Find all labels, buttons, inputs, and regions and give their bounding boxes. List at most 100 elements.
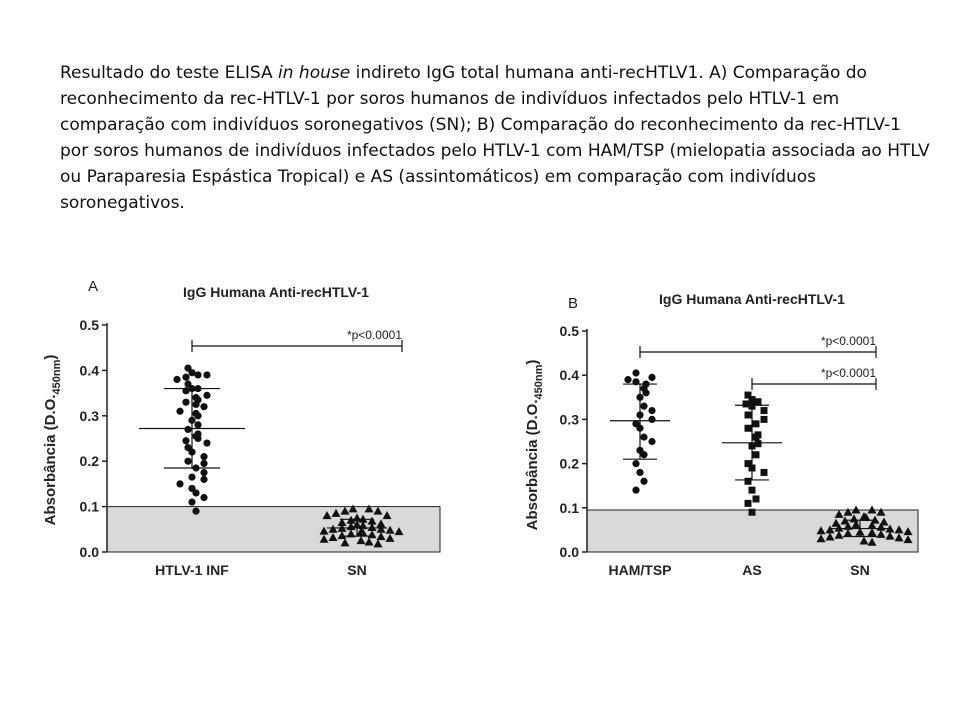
data-point [203, 439, 211, 447]
data-point [754, 440, 762, 448]
data-point [184, 457, 192, 465]
data-point [859, 536, 869, 545]
data-point [744, 424, 752, 432]
data-point [346, 529, 356, 538]
data-point [337, 517, 347, 526]
data-point [367, 522, 377, 531]
data-point [748, 508, 756, 516]
data-point [194, 421, 202, 429]
panel-letter: B [568, 295, 578, 312]
data-point [752, 451, 760, 459]
data-point [192, 400, 200, 409]
data-point [182, 373, 190, 381]
data-point [834, 523, 844, 532]
data-point [376, 519, 386, 528]
data-point [194, 371, 202, 379]
data-point [876, 529, 886, 538]
data-point [203, 391, 211, 399]
data-point [843, 521, 853, 530]
y-tick-label: 0.1 [80, 499, 100, 515]
data-point [319, 526, 329, 535]
data-point [867, 528, 877, 537]
data-point [200, 493, 208, 502]
data-point [744, 477, 752, 485]
data-point [640, 402, 648, 410]
significance-bracket: *p<0.0001 [639, 334, 877, 358]
data-point [843, 528, 853, 537]
y-tick-label: 0.0 [80, 544, 100, 560]
y-axis-label-subscript: 450nm [51, 359, 63, 394]
data-point [328, 524, 338, 533]
y-axis-label-close: ) [42, 355, 59, 360]
data-point [200, 403, 208, 411]
chart-panel-a: 0.0 0.1 0.2 0.3 0.4 0.5 Absorbância (D.O.450nm… [42, 278, 441, 578]
data-point [825, 525, 835, 534]
data-point [876, 507, 886, 516]
series-htlv-1-inf [139, 364, 245, 515]
data-point [752, 420, 760, 428]
data-point [744, 391, 752, 399]
data-point [340, 538, 350, 547]
data-point [192, 489, 200, 497]
data-point [200, 475, 208, 483]
data-point [358, 528, 368, 537]
y-axis-label: Absorbância (D.O.450nm) [42, 355, 63, 526]
y-axis-label-main: Absorbância (D.O. [524, 400, 541, 531]
data-point [356, 536, 366, 545]
data-point [642, 389, 650, 397]
y-tick-label: 0.3 [560, 411, 580, 427]
data-point [358, 521, 368, 530]
y-tick-label: 0.1 [560, 500, 580, 516]
caption-text-rest: indireto IgG total humana anti-recHTLV1.… [60, 63, 930, 213]
data-point [376, 532, 386, 541]
data-point [364, 537, 374, 546]
data-point [894, 525, 904, 534]
panel-letter: A [88, 278, 98, 295]
significance-bracket: *p<0.0001 [751, 366, 877, 390]
data-point [760, 415, 768, 423]
data-point [636, 468, 644, 477]
cutoff-band [106, 506, 441, 553]
data-point [867, 520, 877, 529]
series-as [722, 391, 782, 516]
chart-panel-b: 0.0 0.1 0.2 0.3 0.4 0.5 Absorbância (D.O.450nm… [524, 291, 919, 578]
caption-italic: in house [278, 63, 351, 83]
data-point [385, 525, 395, 534]
data-point [382, 511, 392, 520]
data-point [182, 437, 190, 445]
data-point [194, 434, 202, 443]
data-point [816, 534, 826, 543]
data-point [184, 425, 192, 434]
data-point [742, 400, 750, 408]
data-point [200, 468, 208, 477]
data-point [851, 505, 861, 514]
y-axis-label-main: Absorbância (D.O. [42, 395, 59, 526]
significance-bracket: *p<0.0001 [191, 328, 403, 352]
y-tick-label: 0.3 [80, 408, 100, 424]
data-point [188, 369, 196, 377]
caption-text-start: Resultado do teste ELISA [60, 63, 279, 83]
x-category-label: AS [742, 562, 761, 578]
data-point [640, 451, 648, 459]
data-point [648, 415, 656, 423]
data-point [867, 537, 877, 546]
data-point [752, 433, 760, 441]
data-point [831, 518, 841, 527]
data-point [203, 371, 211, 379]
data-point [748, 486, 756, 494]
data-point [843, 507, 853, 516]
data-point [903, 527, 913, 536]
data-point [322, 511, 332, 520]
data-point [188, 473, 196, 481]
data-point [394, 527, 404, 536]
y-axis-label-subscript: 450nm [533, 364, 545, 399]
data-point [894, 533, 904, 542]
data-point [373, 506, 383, 515]
x-category-label: HTLV-1 INF [155, 562, 229, 578]
data-point [834, 530, 844, 539]
data-point [816, 526, 826, 535]
data-point [760, 407, 768, 415]
data-point [754, 398, 762, 406]
x-category-label: SN [850, 562, 869, 578]
y-tick-label: 0.5 [80, 317, 100, 333]
